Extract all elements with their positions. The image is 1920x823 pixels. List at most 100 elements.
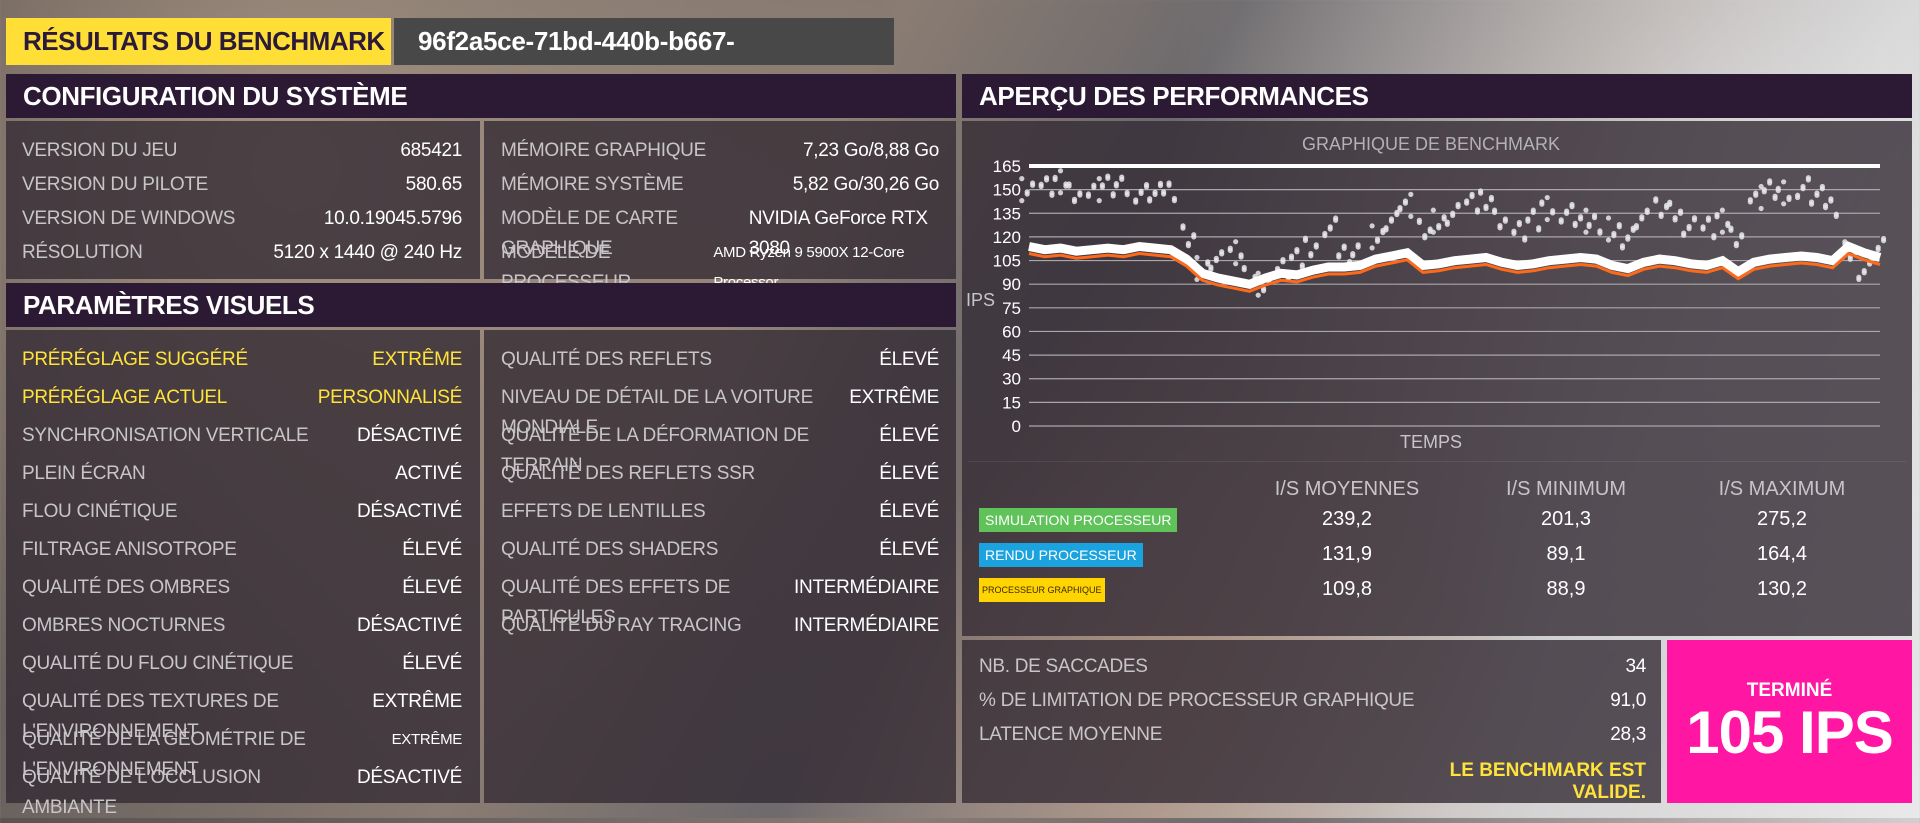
visual-setting-label: SYNCHRONISATION VERTICALE: [22, 425, 309, 446]
chart-point: [1522, 235, 1528, 241]
system-config-left-value: 10.0.19045.5796: [323, 208, 462, 229]
chart-point: [1147, 196, 1153, 202]
chart-point: [1350, 251, 1356, 257]
performance-header: APERÇU DES PERFORMANCES: [962, 74, 1912, 118]
visual-setting-label: QUALITÉ DES REFLETS: [501, 349, 712, 370]
chart-point: [1030, 180, 1036, 186]
chart-point: [1294, 246, 1300, 253]
result-status: TERMINÉ: [1746, 680, 1833, 701]
chart-point: [1416, 217, 1422, 223]
chart-point: [1725, 220, 1731, 226]
chart-point: [1728, 225, 1734, 231]
chart-point: [1605, 237, 1612, 243]
chart-point: [1714, 211, 1720, 218]
chart-point: [1238, 252, 1244, 258]
run-id-badge: 96f2a5ce-71bd-440b-b667-d9f90232c185: [394, 18, 894, 103]
visual-setting-label: QUALITÉ DES OMBRES: [22, 577, 230, 598]
visual-setting-row: QUALITÉ DES OMBRES ÉLEVÉ: [22, 573, 462, 603]
chart-point: [1633, 222, 1640, 229]
y-tick-label: 15: [1002, 393, 1021, 412]
chart-point: [1194, 254, 1200, 261]
chart-point: [1241, 264, 1247, 271]
system-config-right-panel: [484, 121, 956, 279]
chart-point: [1758, 183, 1764, 190]
chart-point: [1767, 178, 1773, 184]
visual-setting-row: QUALITÉ DES TEXTURES DE L'ENVIRONNEMENT E…: [22, 687, 462, 742]
chart-point: [1369, 245, 1375, 251]
visual-setting-value: INTERMÉDIAIRE: [794, 577, 939, 598]
visual-setting-row: QUALITÉ DES SHADERS ÉLEVÉ: [501, 535, 939, 565]
chart-point: [1355, 242, 1361, 248]
y-tick-label: 105: [993, 252, 1021, 271]
chart-point: [1478, 188, 1484, 194]
chart-point: [1038, 181, 1044, 187]
system-config-left-value: 580.65: [405, 174, 463, 195]
chart-point: [1430, 207, 1436, 213]
legend-tag: PROCESSEUR GRAPHIQUE: [979, 578, 1105, 602]
chart-point: [1464, 198, 1470, 204]
chart-point: [1436, 222, 1442, 229]
chart-point: [1739, 232, 1745, 238]
y-tick-label: 60: [1002, 322, 1021, 341]
legend-tag: RENDU PROCESSEUR: [979, 543, 1143, 567]
chart-point: [1255, 270, 1261, 276]
cpu-band-line: [1028, 241, 1882, 289]
system-config-left-panel: [6, 121, 480, 279]
visual-setting-value: ÉLEVÉ: [879, 425, 939, 446]
y-tick-label: 150: [993, 181, 1021, 200]
visual-setting-value: ÉLEVÉ: [402, 577, 462, 598]
chart-point: [1322, 230, 1328, 237]
chart-point: [1085, 191, 1092, 197]
chart-point: [1024, 189, 1030, 195]
visual-setting-row: PRÉRÉGLAGE ACTUEL PERSONNALISÉ: [22, 383, 462, 413]
chart-point: [1313, 242, 1319, 248]
chart-point: [1483, 203, 1489, 209]
visual-setting-value: ÉLEVÉ: [879, 501, 939, 522]
chart-point: [1450, 210, 1456, 216]
system-config-right-value: NVIDIA GeForce RTX 3080: [748, 208, 928, 259]
chart-point: [1611, 230, 1617, 237]
chart-point: [1625, 234, 1631, 240]
system-config-right-label: MÉMOIRE SYSTÈME: [501, 174, 684, 195]
stats-panel: [962, 640, 1661, 803]
system-config-left-value: 685421: [400, 140, 462, 161]
chart-point: [1110, 191, 1116, 197]
visual-setting-row: PLEIN ÉCRAN ACTIVÉ: [22, 459, 462, 489]
chart-point: [1861, 268, 1867, 274]
visual-setting-row: QUALITÉ DE LA GÉOMÉTRIE DE L'ENVIRONNEME…: [22, 725, 462, 780]
visual-setting-row: OMBRES NOCTURNES DÉSACTIVÉ: [22, 611, 462, 641]
chart-point: [1619, 243, 1626, 249]
visual-setting-value: EXTRÊME: [372, 349, 462, 370]
chart-point: [1152, 189, 1158, 195]
visual-setting-row: PRÉRÉGLAGE SUGGÉRÉ EXTRÊME: [22, 345, 462, 375]
chart-point: [1096, 198, 1102, 204]
chart-point: [1213, 255, 1219, 261]
chart-point: [1255, 292, 1261, 298]
visual-setting-value: ÉLEVÉ: [402, 539, 462, 560]
y-tick-label: 75: [1002, 299, 1021, 318]
chart-point: [1577, 214, 1584, 220]
chart-point: [1333, 215, 1339, 221]
visual-setting-label: PRÉRÉGLAGE ACTUEL: [22, 387, 228, 408]
chart-point: [1711, 233, 1717, 239]
system-config-left-label: RÉSOLUTION: [22, 242, 143, 263]
chart-point: [1491, 207, 1498, 213]
chart-point: [1572, 220, 1578, 226]
chart-point: [1388, 216, 1395, 222]
chart-point: [1105, 173, 1111, 179]
chart-point: [1800, 183, 1806, 190]
chart-point: [1591, 212, 1598, 219]
chart-point: [1672, 215, 1678, 221]
visual-settings-header: PARAMÈTRES VISUELS: [6, 283, 956, 327]
chart-point: [1700, 224, 1706, 230]
chart-point: [1808, 199, 1815, 205]
table-cell: 239,2: [1321, 508, 1373, 530]
table-cell: 89,1: [1546, 543, 1586, 565]
y-tick-label: 90: [1002, 275, 1021, 294]
chart-point: [1171, 195, 1178, 202]
chart-point: [1795, 192, 1801, 198]
chart-point: [1166, 180, 1172, 186]
chart-point: [1488, 194, 1495, 201]
visual-setting-label: FILTRAGE ANISOTROPE: [22, 539, 237, 560]
chart-point: [1658, 211, 1664, 217]
